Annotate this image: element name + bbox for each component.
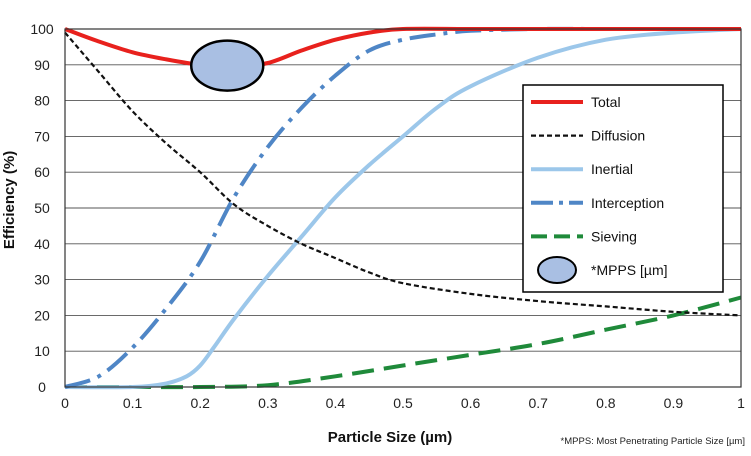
y-tick-label: 0: [38, 379, 46, 395]
y-axis-label: Efficiency (%): [1, 151, 18, 249]
y-tick-label: 70: [34, 128, 50, 144]
y-tick-label: 90: [34, 57, 50, 73]
legend-label-inertial: Inertial: [591, 161, 633, 177]
plot-border: [64, 28, 742, 388]
y-tick-labels: 0 10 20 30 40 50 60 70 80 90 100: [30, 21, 54, 395]
legend-label-mpps: *MPPS [µm]: [591, 262, 668, 278]
x-tick-labels: 0 0.1 0.2 0.3 0.4 0.5 0.6 0.7 0.8 0.9 1: [61, 395, 745, 411]
series-line-diffusion: [64, 31, 742, 317]
mpps-marker-group: [189, 39, 265, 92]
x-tick-label: 0.3: [258, 395, 278, 411]
x-tick-label: 0.7: [528, 395, 548, 411]
y-tick-label: 30: [34, 272, 50, 288]
y-tick-label: 40: [34, 236, 50, 252]
mpps-footnote: *MPPS: Most Penetrating Particle Size [µ…: [561, 436, 745, 447]
y-tick-label: 60: [34, 164, 50, 180]
legend-label-sieving: Sieving: [591, 228, 637, 244]
x-tick-label: 0.9: [664, 395, 684, 411]
x-tick-label: 0.2: [190, 395, 210, 411]
x-tick-label: 0.8: [596, 395, 616, 411]
y-tick-label: 10: [34, 343, 50, 359]
x-tick-label: 0.5: [393, 395, 413, 411]
series-line-inertial: [64, 27, 742, 390]
x-tick-label: 1: [737, 395, 745, 411]
x-tick-label: 0.4: [326, 395, 346, 411]
y-tick-label: 80: [34, 93, 50, 109]
legend-label-interception: Interception: [591, 195, 664, 211]
x-tick-label: 0.1: [123, 395, 143, 411]
mpps-marker: [189, 39, 265, 92]
x-axis-label: Particle Size (µm): [328, 429, 453, 446]
plot-frame: [64, 28, 742, 388]
x-tick-label: 0.6: [461, 395, 481, 411]
y-tick-label: 100: [30, 21, 54, 37]
legend-label-diffusion: Diffusion: [591, 128, 645, 144]
y-tick-label: 20: [34, 307, 50, 323]
x-tick-label: 0: [61, 395, 69, 411]
legend-swatch-mpps: [537, 256, 577, 284]
y-tick-label: 50: [34, 200, 50, 216]
legend-label-total: Total: [591, 94, 621, 110]
legend: Total Diffusion Inertial Interception Sievin…: [522, 84, 724, 293]
